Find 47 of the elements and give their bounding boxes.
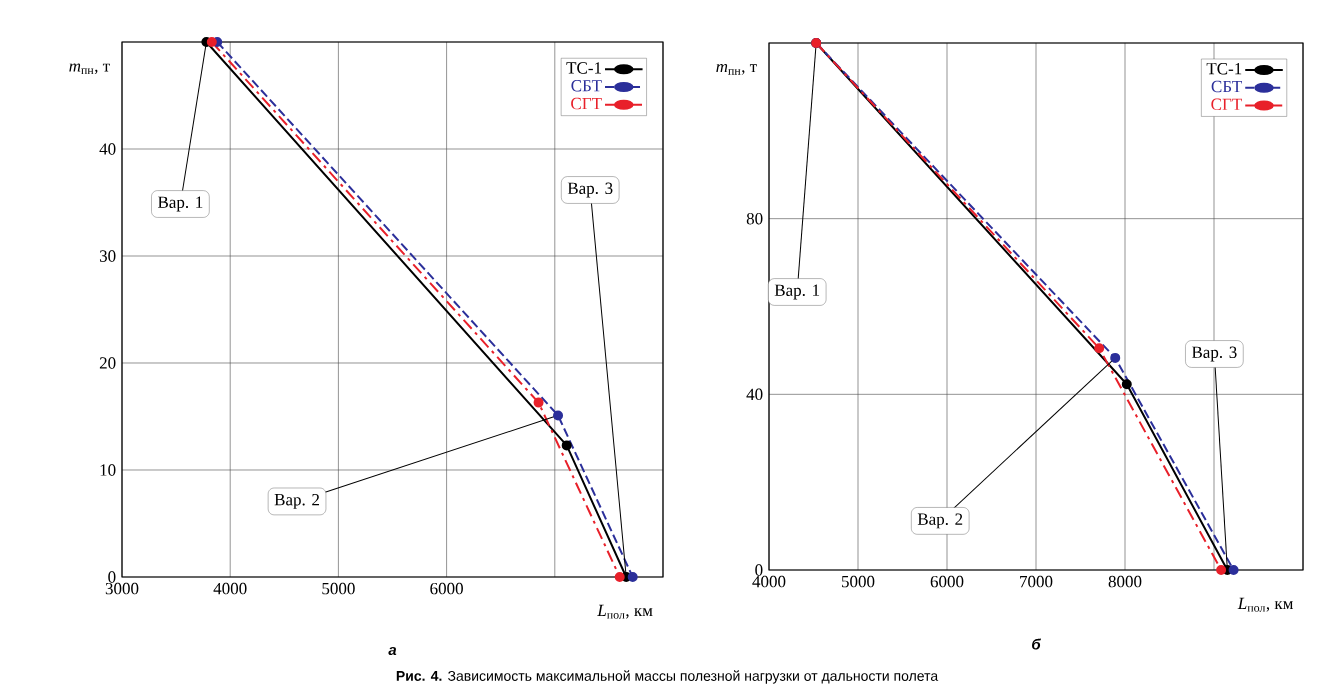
- y-tick-label: 10: [100, 464, 116, 476]
- x-tick-label: 7000: [1020, 575, 1053, 588]
- y-tick-label: 0: [108, 571, 116, 583]
- annotation: Вар. 2: [274, 493, 319, 509]
- legend-label: ТС-1: [1206, 63, 1242, 75]
- point: [561, 440, 572, 451]
- point: [533, 397, 544, 408]
- x-tick-label: 4000: [752, 575, 786, 588]
- x-tick-label: 8000: [1108, 575, 1142, 588]
- annotation: Вар. 3: [1191, 346, 1237, 362]
- annotation: Вар. 3: [567, 182, 613, 198]
- point: [1094, 343, 1105, 354]
- point: [1228, 565, 1239, 575]
- legend-label: ТС-1: [566, 62, 601, 74]
- annotation: Вар. 1: [774, 284, 820, 300]
- y-tick-label: 80: [746, 212, 763, 225]
- point: [1110, 352, 1121, 363]
- x-axis-title: L$_{пол}$, км: [597, 604, 653, 619]
- x-tick-label: 5000: [842, 575, 875, 588]
- text: а: [388, 646, 397, 656]
- x-tick-label: 4000: [213, 582, 247, 595]
- x-tick-label: 5000: [322, 582, 355, 595]
- legend-label: СГТ: [1211, 98, 1242, 111]
- point: [614, 572, 625, 582]
- legend-label: СБТ: [571, 80, 602, 92]
- point: [553, 410, 564, 421]
- point: [206, 37, 217, 47]
- y-axis-title: m$_{пн}$, т: [716, 64, 757, 75]
- y-tick-label: 40: [746, 388, 763, 401]
- y-tick-label: 30: [99, 250, 116, 262]
- point: [1121, 379, 1132, 390]
- text: б: [1032, 638, 1041, 650]
- x-tick-label: 3000: [105, 582, 139, 595]
- point: [627, 572, 638, 582]
- y-tick-label: 0: [755, 564, 763, 576]
- x-tick-label: 6000: [930, 575, 964, 588]
- y-tick-label: 40: [99, 143, 116, 155]
- legend-label: СГТ: [571, 97, 602, 110]
- legend-label: СБТ: [1211, 80, 1242, 93]
- point: [1216, 565, 1227, 575]
- annotation: Вар. 2: [917, 513, 963, 529]
- y-tick-label: 20: [99, 357, 116, 369]
- annotation: Вар. 1: [157, 196, 203, 212]
- x-axis-title: L$_{пол}$, км: [1237, 597, 1294, 612]
- text: Рис. 4. Зависимость максимальной массы полезной нагрузки от дальности полета: [396, 670, 939, 684]
- y-axis-title: m$_{пн}$, т: [69, 63, 110, 75]
- x-tick-label: 6000: [430, 582, 463, 595]
